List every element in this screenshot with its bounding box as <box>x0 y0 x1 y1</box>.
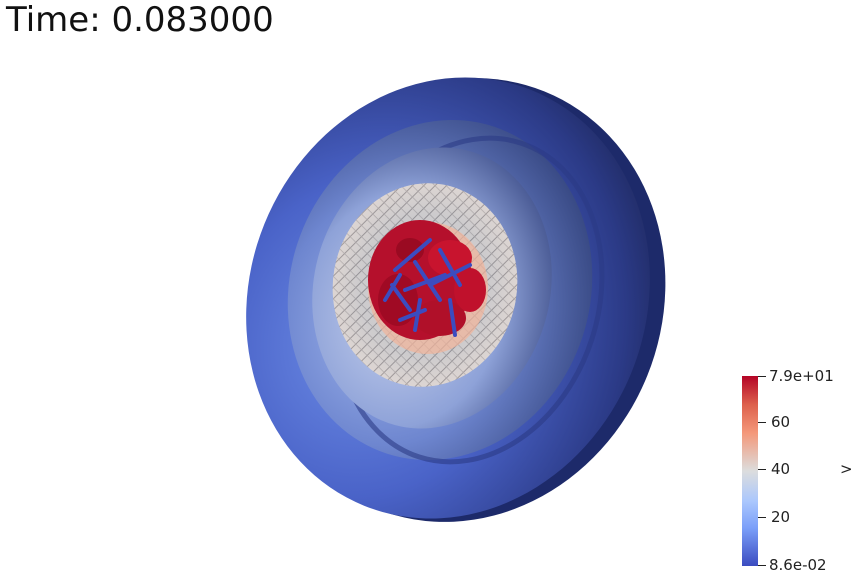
colorbar-tick-60 <box>758 422 766 423</box>
colorbar-label-40: 40 <box>771 460 791 478</box>
colorbar-tick-20 <box>758 517 766 518</box>
colorbar-tick-max <box>758 376 766 377</box>
time-annotation: Time: 0.083000 <box>6 0 274 40</box>
colorbar-label-60: 60 <box>771 413 791 431</box>
colorbar-label-max: 7.9e+01 <box>769 367 834 385</box>
colorbar-tick-40 <box>758 469 766 470</box>
legend-toggle-arrow-icon[interactable]: > <box>840 460 853 478</box>
colorbar-label-min: 8.6e-02 <box>769 556 827 574</box>
hot-core-plumes <box>368 220 486 340</box>
color-legend-bar <box>742 376 758 566</box>
colorbar-tick-min <box>758 565 766 566</box>
cold-filaments <box>383 238 472 337</box>
colorbar-label-20: 20 <box>771 508 791 526</box>
